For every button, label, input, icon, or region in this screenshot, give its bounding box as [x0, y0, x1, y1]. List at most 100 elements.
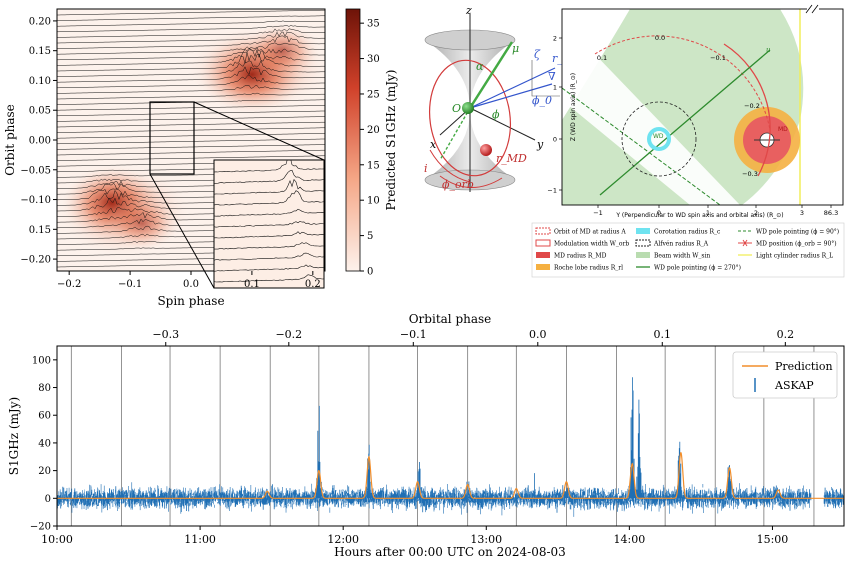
- c-x-tick-label: 1: [706, 209, 710, 217]
- wd-pole-pointing-270: [599, 49, 771, 196]
- modulation-width-arc: [723, 43, 771, 177]
- legend-c-label: Orbit of MD at radius A: [554, 229, 626, 236]
- colorbar-ticks: 35 30 25 20 15 10 5 0: [360, 19, 380, 278]
- pulse-profile-line: [57, 144, 325, 150]
- pulse-profile-line: [57, 48, 325, 66]
- pulse-profile-line: [57, 116, 325, 122]
- top-tick-label: −0.2: [275, 328, 302, 341]
- md-orbit-ellipse: [428, 59, 512, 177]
- top-tick-label: −0.3: [152, 328, 179, 341]
- label-u: u: [766, 46, 771, 54]
- pulse-profile-line: [57, 138, 325, 145]
- pulse-profile-line: [57, 42, 325, 55]
- inset-pulse-line: [214, 160, 324, 173]
- panel-d-y-ticks: −20 0 20 40 60 80 100: [30, 355, 57, 533]
- x-tick-label: 14:00: [614, 533, 646, 546]
- legend-c-label: Light cylinder radius R_L: [756, 253, 833, 260]
- legend-c-swatch: [535, 239, 551, 247]
- orbit-phase-label: −0.1: [710, 54, 726, 62]
- legend-c-label: WD pole pointing (ϕ = 90°): [756, 229, 839, 236]
- pulse-profile-line: [57, 20, 325, 27]
- pulse-profile-line: [57, 59, 325, 77]
- pulse-profile-line: [57, 110, 325, 117]
- mu-axis-back: [439, 107, 471, 161]
- pulse-profile-line: [57, 28, 325, 38]
- colorbar-label: Predicted S1GHz (mJy): [384, 70, 398, 211]
- mu-axis: [468, 41, 514, 109]
- c-y-tick-label: 2: [553, 35, 557, 43]
- pulse-profile-line: [57, 92, 325, 100]
- wd-pole-pointing-90: [562, 87, 721, 205]
- legend-askap-label: ASKAP: [774, 379, 814, 392]
- y-tick-label: 20: [38, 466, 51, 477]
- top-tick-label: 0.2: [777, 328, 795, 341]
- legend-c-label: MD position (ϕ_orb = 90°): [756, 241, 837, 248]
- pulse-profile-line: [57, 149, 325, 156]
- legend-c-label: Beam width W_sin: [654, 253, 710, 260]
- panel-a-ylabel: Orbit phase: [3, 104, 17, 176]
- panel-c-frame: [561, 8, 844, 206]
- panel-d-xlabel: Hours after 00:00 UTC on 2024-08-03: [334, 545, 566, 559]
- panel-a-y-ticks: 0.20 0.15 0.10 0.05 0.00 −0.05 −0.10 0.15 −0.20: [20, 16, 57, 266]
- panel-c-ylabel: Z (WD spin axis) (R_⊙): [570, 73, 577, 141]
- orbital-phase-label: Orbital phase: [409, 312, 492, 326]
- y-tick-label: 80: [38, 383, 51, 394]
- legend-c-swatch: [636, 228, 650, 234]
- label-x: x: [430, 138, 437, 151]
- legend-c-swatch: [535, 227, 551, 235]
- panel-a: −0.2 −0.1 0.0 0.1 0.2 0.20 0.15 0.10 0.05 0.00 −0…: [3, 8, 398, 308]
- orbit-phase-label: 0.1: [597, 54, 607, 62]
- legend-c-swatch: [536, 252, 550, 258]
- x-tick-label: −0.2: [57, 279, 81, 290]
- x-tick-label: 12:00: [327, 533, 359, 546]
- alfven-radius-circle: [621, 101, 697, 177]
- panel-d-legend: Prediction ASKAP: [732, 351, 838, 399]
- legend-c-frame: [531, 222, 845, 278]
- prediction-line: [57, 452, 844, 499]
- prediction-series: [57, 452, 844, 499]
- label-nabla: ∇: [548, 70, 556, 83]
- inset-pulse-line: [214, 242, 324, 250]
- pulse-profile-line: [57, 25, 325, 33]
- axis-break-marks: [805, 4, 819, 14]
- legend-c-label: Roche lobe radius R_rl: [554, 265, 623, 272]
- label-wd: WD: [653, 133, 664, 140]
- orbit-phase-label: −0.3: [742, 170, 758, 178]
- orbit-phase-label: −0.2: [744, 102, 760, 110]
- c-x-tick-label: 0: [657, 209, 661, 217]
- y-axis: [469, 107, 536, 141]
- colorbar: [345, 8, 361, 272]
- panel-c-y-ticks: 2 1 0 −1: [547, 35, 562, 195]
- y-tick-label: 0: [45, 494, 51, 505]
- top-tick-label: 0.1: [654, 328, 672, 341]
- pulse-profile-line: [57, 121, 325, 128]
- c-x-tick-label: 3: [800, 209, 804, 217]
- c-y-tick-label: −1: [547, 187, 557, 195]
- pulse-profile-line: [57, 105, 325, 111]
- x-tick-label: 13:00: [470, 533, 502, 546]
- inset-pulse-line: [214, 190, 324, 206]
- corotation-radius-circle: [647, 127, 671, 151]
- orbital-phase-arc: [439, 175, 503, 188]
- panel-c: MD WD u 0.1 0.0 −0.1 −0.2 −0.3 −1 0 1 2 3 86.3 2 1…: [547, 3, 844, 219]
- md-sphere: [480, 144, 492, 156]
- label-phi: ϕ: [492, 108, 500, 121]
- x-tick-label: 0.2: [305, 279, 321, 290]
- y-tick-label: 0.15: [29, 225, 51, 236]
- label-z: z: [465, 4, 472, 17]
- panel-c-plot: MD WD u 0.1 0.0 −0.1 −0.2 −0.3: [562, 9, 804, 205]
- pulse-profile-line: [57, 47, 325, 61]
- line-of-sight-vector: [469, 67, 556, 109]
- pulse-profile-line: [57, 52, 325, 72]
- y-tick-label: 40: [38, 438, 51, 449]
- x-tick-label: −0.1: [118, 279, 142, 290]
- colorbar-tick-label: 15: [367, 160, 380, 171]
- colorbar-tick-label: 10: [367, 196, 380, 207]
- heatmap-hotspots: [59, 22, 325, 257]
- inset-pulse-line: [214, 208, 324, 217]
- colorbar-tick-label: 30: [367, 54, 380, 65]
- top-tick-label: 0.0: [529, 328, 547, 341]
- panel-d-x-ticks: 10:00 11:00 12:00 13:00 14:00 15:00: [41, 526, 788, 546]
- inset-pulse-line: [214, 264, 324, 272]
